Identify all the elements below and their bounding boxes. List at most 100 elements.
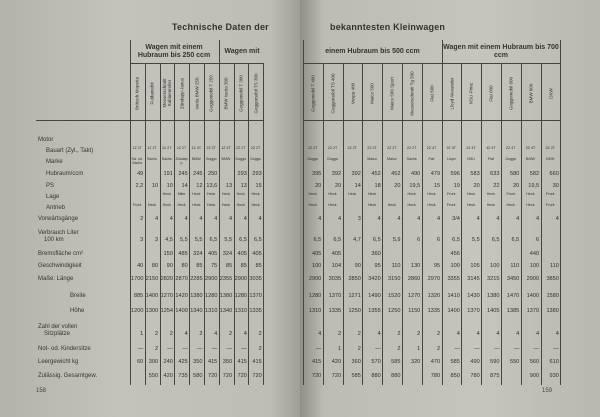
column-header: Goggomobil T 250 xyxy=(204,68,219,118)
table-cell: 4 xyxy=(555,216,559,222)
table-cell: Maico xyxy=(387,157,397,161)
table-cell: 2870 xyxy=(175,276,188,282)
page-number-right: 159 xyxy=(542,388,553,394)
table-cell: 885 xyxy=(133,293,144,299)
row-label: Maße: Länge xyxy=(38,276,74,282)
column-header-label: Fiat 500 xyxy=(429,84,435,102)
column-header-label: Goggomobil T 400 xyxy=(310,74,316,112)
table-cell: 4 xyxy=(184,331,188,337)
table-cell: 1410 xyxy=(447,293,460,299)
table-cell: Lloyd xyxy=(446,157,456,161)
table-cell: 1380 xyxy=(487,293,500,299)
table-cell: 405 xyxy=(311,251,322,257)
table-cell: 1470 xyxy=(506,293,520,299)
table-cell: 2860 xyxy=(407,276,421,282)
table-cell: 14 xyxy=(181,183,188,189)
table-cell: Zündapp xyxy=(175,157,188,165)
table-cell: 1430 xyxy=(467,293,480,299)
column-header-label: Lloyd Alexander xyxy=(449,76,454,110)
table-cell: 5,5 xyxy=(179,237,188,243)
table-cell: 596 xyxy=(450,171,460,177)
table-cell: 1Z 2T xyxy=(176,146,187,150)
table-cell: 470 xyxy=(430,359,441,365)
table-cell: 2900 xyxy=(308,276,322,282)
table-cell: 19,5 xyxy=(528,183,540,189)
table-cell: 22 xyxy=(493,183,500,189)
row-label: Marke xyxy=(46,159,63,165)
table-cell: Heck xyxy=(308,192,317,196)
table-cell: 1Z 4T xyxy=(191,146,202,150)
table-cell: 1250 xyxy=(388,308,401,314)
table-cell: 2Z 2T xyxy=(347,146,357,150)
table-cell: 4Z 4T xyxy=(486,146,496,150)
table-cell: 3150 xyxy=(388,276,401,282)
table-cell: 6,5 xyxy=(511,237,520,243)
table-cell: 1200 xyxy=(131,308,144,314)
title-left: Technische Daten der xyxy=(172,22,269,32)
table-cell: 1380 xyxy=(219,293,233,299)
header-rule xyxy=(36,120,264,121)
row-label: Leergewicht kg xyxy=(38,359,79,365)
table-cell: Heck xyxy=(236,192,245,196)
column-header-label: Maico 500 xyxy=(369,82,375,104)
table-cell: 85 xyxy=(196,263,203,269)
right-page: bekanntesten Kleinwagen einem Hubraum bi… xyxy=(300,0,600,417)
table-cell: 20 xyxy=(473,183,480,189)
table-cell: Heck xyxy=(162,192,171,196)
table-cell: 3035 xyxy=(249,276,262,282)
table-cell: Fiat xyxy=(487,157,494,161)
table-cell: 1271 xyxy=(348,293,361,299)
row-label: Zulässig. Gesamtgew. xyxy=(38,373,98,379)
table-cell: 1490 xyxy=(368,293,381,299)
table-cell: 5,5 xyxy=(224,237,233,243)
table-cell: 1Z 2T xyxy=(162,146,172,150)
column-rule xyxy=(263,63,265,385)
table-cell: — xyxy=(196,346,203,352)
table-cell: Heck xyxy=(407,203,416,207)
table-cell: 1270 xyxy=(407,293,421,299)
table-cell: NSU xyxy=(467,157,475,161)
column-header: DKW xyxy=(541,68,561,118)
table-cell: 100 xyxy=(311,263,322,269)
table-cell: Fiat xyxy=(428,157,435,161)
table-cell: Heck xyxy=(147,203,157,207)
table-cell: 4 xyxy=(199,216,203,222)
table-cell: 1Z 4T xyxy=(221,146,231,150)
group-500ccm-end: einem Hubraum bis 500 ccm xyxy=(325,48,420,55)
table-cell: 4 xyxy=(456,331,460,337)
table-cell: 1580 xyxy=(546,293,559,299)
table-cell: 456 xyxy=(450,251,460,257)
table-cell: 425 xyxy=(178,359,188,365)
table-cell: — xyxy=(226,346,233,352)
table-cell: 3850 xyxy=(546,276,559,282)
table-cell: 2,2 xyxy=(135,183,144,189)
table-cell: 1310 xyxy=(308,308,322,314)
table-cell: 582 xyxy=(529,171,540,177)
row-label: Verbrauch Liter 100 km xyxy=(38,230,79,243)
table-cell: Heck xyxy=(466,192,476,196)
table-cell: Heck xyxy=(177,203,186,207)
table-cell: 780 xyxy=(470,373,480,379)
table-cell: 415 xyxy=(311,359,322,365)
table-cell: Heck xyxy=(486,203,495,207)
group-rule xyxy=(303,63,561,64)
table-cell: 2Z 4T xyxy=(466,146,476,150)
table-cell: 4 xyxy=(214,216,218,222)
table-cell: 3 xyxy=(154,237,159,243)
table-cell: 720 xyxy=(311,373,322,379)
column-header-label: Messerschmitt Kabinenroller xyxy=(162,78,172,108)
table-cell: 1335 xyxy=(328,308,342,314)
column-rule xyxy=(342,63,344,385)
column-rule xyxy=(421,63,423,385)
column-header: BMW Isetta 300 xyxy=(219,68,234,118)
column-header-label: Goggomobil T 300 xyxy=(238,74,244,112)
row-label: Vorwärtsgänge xyxy=(38,216,79,222)
title-right: bekanntesten Kleinwagen xyxy=(330,22,446,32)
table-cell: Maico xyxy=(367,157,377,161)
table-cell: 2Z 2T xyxy=(387,146,397,150)
table-cell: 2Z 4T xyxy=(505,146,516,150)
table-cell: 4 xyxy=(243,331,247,337)
table-cell: 3420 xyxy=(368,276,381,282)
table-cell: 1340 xyxy=(219,308,233,314)
table-cell: Heck xyxy=(328,203,337,207)
